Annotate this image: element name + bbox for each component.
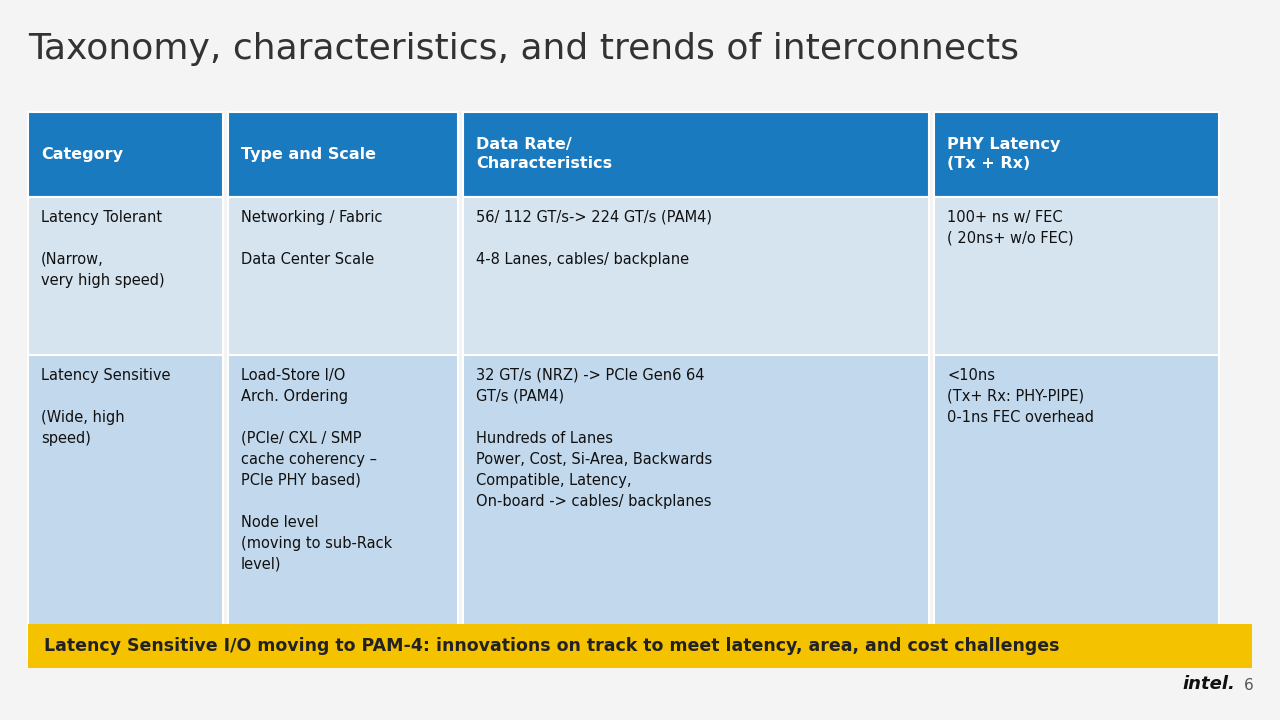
Text: PHY Latency
(Tx + Rx): PHY Latency (Tx + Rx): [947, 137, 1061, 171]
Text: Type and Scale: Type and Scale: [241, 147, 375, 161]
Bar: [228, 197, 458, 355]
Bar: [228, 112, 458, 197]
Text: Networking / Fabric

Data Center Scale: Networking / Fabric Data Center Scale: [241, 210, 383, 266]
Text: Latency Sensitive

(Wide, high
speed): Latency Sensitive (Wide, high speed): [41, 368, 170, 446]
Bar: [934, 197, 1219, 355]
Text: intel.: intel.: [1183, 675, 1235, 693]
Text: 6: 6: [1244, 678, 1254, 693]
Text: 100+ ns w/ FEC
( 20ns+ w/o FEC): 100+ ns w/ FEC ( 20ns+ w/o FEC): [947, 210, 1074, 246]
Bar: [28, 624, 1252, 668]
Bar: [463, 197, 929, 355]
Bar: [28, 112, 223, 197]
Text: Latency Tolerant

(Narrow,
very high speed): Latency Tolerant (Narrow, very high spee…: [41, 210, 165, 287]
Bar: [934, 355, 1219, 657]
Text: <10ns
(Tx+ Rx: PHY-PIPE)
0-1ns FEC overhead: <10ns (Tx+ Rx: PHY-PIPE) 0-1ns FEC overh…: [947, 368, 1094, 425]
Bar: [934, 112, 1219, 197]
Text: Taxonomy, characteristics, and trends of interconnects: Taxonomy, characteristics, and trends of…: [28, 32, 1019, 66]
Text: Category: Category: [41, 147, 123, 161]
Bar: [463, 112, 929, 197]
Bar: [28, 197, 223, 355]
Text: 56/ 112 GT/s-> 224 GT/s (PAM4)

4-8 Lanes, cables/ backplane: 56/ 112 GT/s-> 224 GT/s (PAM4) 4-8 Lanes…: [476, 210, 712, 266]
Bar: [463, 355, 929, 657]
Bar: [228, 355, 458, 657]
Bar: [28, 355, 223, 657]
Text: Data Rate/
Characteristics: Data Rate/ Characteristics: [476, 137, 612, 171]
Text: Latency Sensitive I/O moving to PAM-4: innovations on track to meet latency, are: Latency Sensitive I/O moving to PAM-4: i…: [44, 636, 1059, 655]
Text: Load-Store I/O
Arch. Ordering

(PCIe/ CXL / SMP
cache coherency –
PCIe PHY based: Load-Store I/O Arch. Ordering (PCIe/ CXL…: [241, 368, 392, 572]
Text: 32 GT/s (NRZ) -> PCIe Gen6 64
GT/s (PAM4)

Hundreds of Lanes
Power, Cost, Si-Are: 32 GT/s (NRZ) -> PCIe Gen6 64 GT/s (PAM4…: [476, 368, 713, 509]
